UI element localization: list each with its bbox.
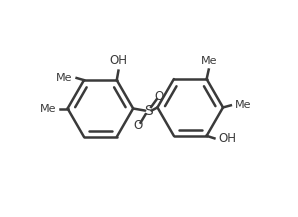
- Text: OH: OH: [218, 132, 236, 145]
- Text: OH: OH: [109, 54, 128, 67]
- Text: Me: Me: [235, 100, 251, 110]
- Text: Me: Me: [56, 73, 72, 83]
- Text: O: O: [133, 119, 142, 132]
- Text: S: S: [144, 104, 153, 118]
- Text: Me: Me: [201, 56, 217, 66]
- Text: O: O: [155, 90, 164, 103]
- Text: Me: Me: [39, 104, 56, 113]
